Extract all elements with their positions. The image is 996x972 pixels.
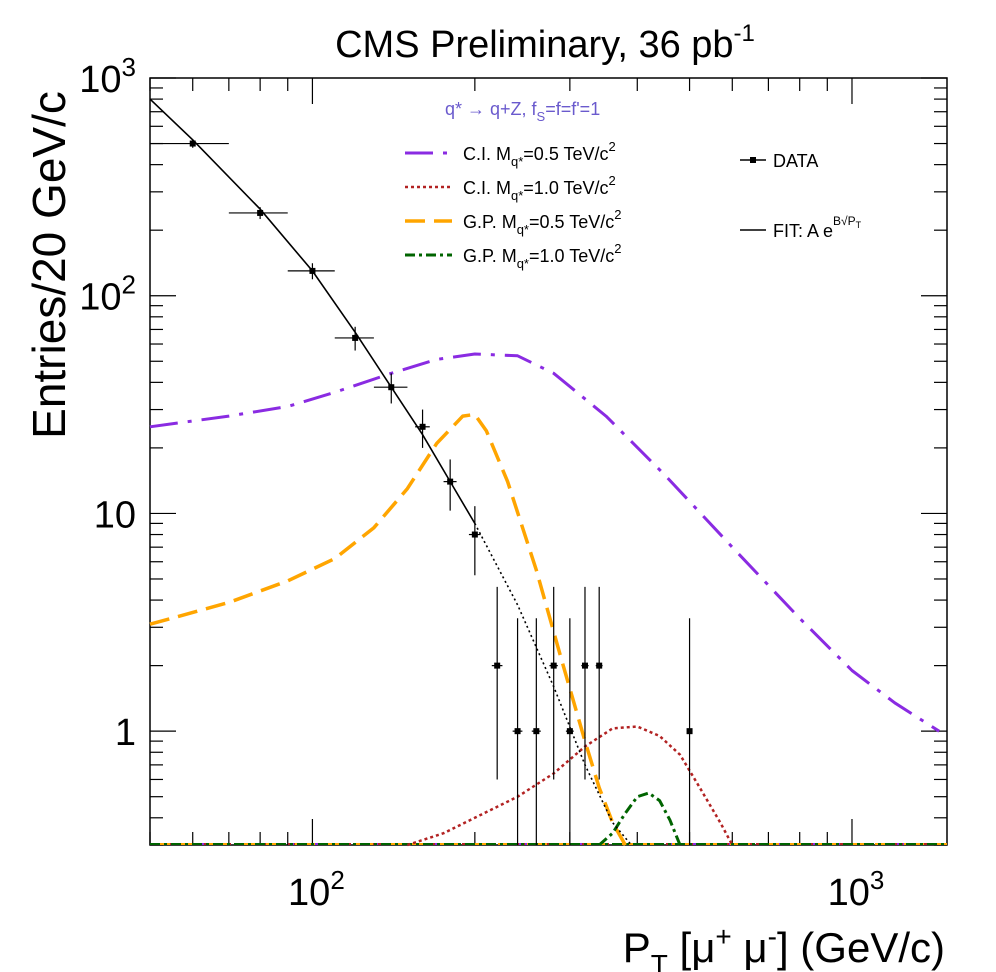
x-tick-labels: 102 103 [288, 865, 884, 914]
y-tick-label: 103 [79, 52, 136, 101]
data-point-marker [596, 662, 603, 669]
fit-line-extrapolated [474, 523, 632, 846]
data-point [491, 586, 503, 780]
axis-ticks [149, 77, 947, 846]
data-point-marker [352, 334, 359, 341]
data-point [686, 618, 693, 845]
data-point [373, 373, 408, 404]
data-point-marker [686, 728, 693, 735]
data-point [549, 586, 558, 780]
y-axis-label: Entries/20 GeV/c [23, 91, 75, 439]
y-tick-label: 1 [115, 712, 136, 754]
legend-label-ci10: C.I. Mq*=1.0 TeV/c2 [463, 173, 616, 203]
legend-label-ci05: C.I. Mq*=0.5 TeV/c2 [463, 139, 616, 169]
plot-curves [149, 98, 947, 847]
data-point [287, 263, 335, 280]
data-point-marker [471, 531, 478, 538]
legend-header: q* → q+Z, fS=f=f'=1 [445, 99, 600, 124]
data-point-marker [419, 423, 426, 430]
legend-data-label: DATA [773, 151, 818, 171]
series-line-gp05 [149, 412, 627, 846]
data-point-marker [257, 209, 264, 216]
data-point [531, 618, 541, 845]
data-point [443, 459, 457, 511]
y-tick-label: 102 [79, 270, 136, 319]
legend-data-marker [750, 157, 756, 163]
data-point-marker [550, 662, 557, 669]
data-point [228, 207, 288, 220]
legend-label-gp05: G.P. Mq*=0.5 TeV/c2 [463, 207, 621, 237]
legend-samples [405, 151, 452, 257]
legend: q* → q+Z, fS=f=f'=1 C.I. Mq*=0.5 TeV/c2C… [405, 99, 862, 271]
x-axis-label: PT [μ+ μ-] (GeV/c) [623, 921, 945, 972]
x-tick-label: 102 [288, 865, 345, 914]
data-point [334, 326, 374, 351]
series-line-gp10 [598, 791, 682, 847]
data-point-marker [388, 384, 395, 391]
data-point [415, 409, 430, 448]
data-point-marker [189, 140, 196, 147]
data-point-marker [447, 478, 454, 485]
data-point [150, 139, 229, 148]
data-point-marker [581, 662, 588, 669]
data-point [468, 506, 481, 576]
chart-title: CMS Preliminary, 36 pb-1 [335, 20, 755, 66]
x-tick-label: 103 [828, 865, 885, 914]
legend-entries: C.I. Mq*=0.5 TeV/c2 C.I. Mq*=1.0 TeV/c2 G.… [463, 139, 621, 271]
data-point [512, 618, 523, 845]
legend-label-gp10: G.P. Mq*=1.0 TeV/c2 [463, 241, 621, 271]
data-point-marker [566, 728, 573, 735]
data-point-marker [494, 662, 501, 669]
data-point [595, 586, 603, 780]
data-point [565, 618, 574, 845]
data-point-marker [309, 267, 316, 274]
data-points [150, 139, 693, 845]
series-line-ci10 [407, 725, 734, 847]
series-line-ci05 [149, 352, 940, 733]
data-point-marker [533, 728, 540, 735]
data-point [581, 586, 589, 780]
y-tick-label: 10 [94, 494, 136, 536]
data-point-marker [514, 728, 521, 735]
legend-fit-label: FIT: A eB√PT [773, 214, 862, 241]
